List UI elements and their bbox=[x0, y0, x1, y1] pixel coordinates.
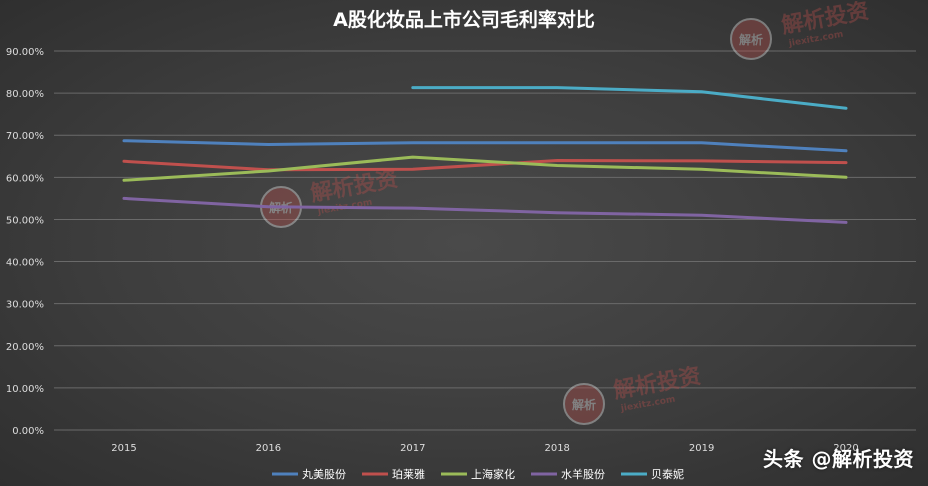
y-tick-label: 70.00% bbox=[6, 131, 44, 142]
chart-title: A股化妆品上市公司毛利率对比 bbox=[333, 8, 595, 31]
series-line bbox=[122, 155, 848, 182]
y-tick-label: 40.00% bbox=[6, 258, 44, 269]
footer-attribution: 头条 @解析投资 bbox=[763, 447, 914, 471]
x-tick-label: 2017 bbox=[400, 443, 425, 454]
x-axis-tick-labels: 2015 2016 2017 2018 2019 2020 bbox=[111, 443, 858, 454]
y-tick-label: 50.00% bbox=[6, 215, 44, 226]
series-line bbox=[122, 159, 848, 172]
x-tick-label: 2018 bbox=[544, 443, 569, 454]
series-line bbox=[411, 86, 848, 110]
legend-label: 珀莱雅 bbox=[392, 467, 425, 481]
legend-label: 上海家化 bbox=[471, 467, 515, 481]
gridlines bbox=[54, 50, 916, 431]
series-line bbox=[122, 196, 848, 224]
y-tick-label: 20.00% bbox=[6, 342, 44, 353]
legend-label: 贝泰妮 bbox=[651, 467, 684, 481]
y-tick-label: 90.00% bbox=[6, 47, 44, 58]
y-tick-label: 0.00% bbox=[12, 426, 44, 437]
legend: 丸美股份 珀莱雅 上海家化 水羊股份 贝泰妮 bbox=[272, 467, 684, 481]
x-tick-label: 2015 bbox=[111, 443, 136, 454]
y-tick-label: 80.00% bbox=[6, 89, 44, 100]
x-tick-label: 2020 bbox=[833, 443, 858, 454]
watermark-badge-text: 解析 bbox=[572, 397, 596, 412]
y-axis-tick-labels: 0.00% 10.00% 20.00% 30.00% 40.00% 50.00% 60.00… bbox=[6, 47, 44, 437]
watermark-badge bbox=[563, 383, 605, 425]
y-tick-label: 30.00% bbox=[6, 300, 44, 311]
watermark-badge bbox=[730, 18, 772, 60]
y-tick-label: 10.00% bbox=[6, 384, 44, 395]
x-tick-label: 2016 bbox=[256, 443, 281, 454]
series-line bbox=[122, 139, 848, 153]
x-tick-label: 2019 bbox=[689, 443, 714, 454]
watermark-badge-text: 解析 bbox=[739, 32, 763, 47]
legend-label: 丸美股份 bbox=[302, 468, 346, 481]
legend-label: 水羊股份 bbox=[561, 467, 605, 481]
y-tick-label: 60.00% bbox=[6, 173, 44, 184]
series-lines bbox=[122, 86, 848, 224]
